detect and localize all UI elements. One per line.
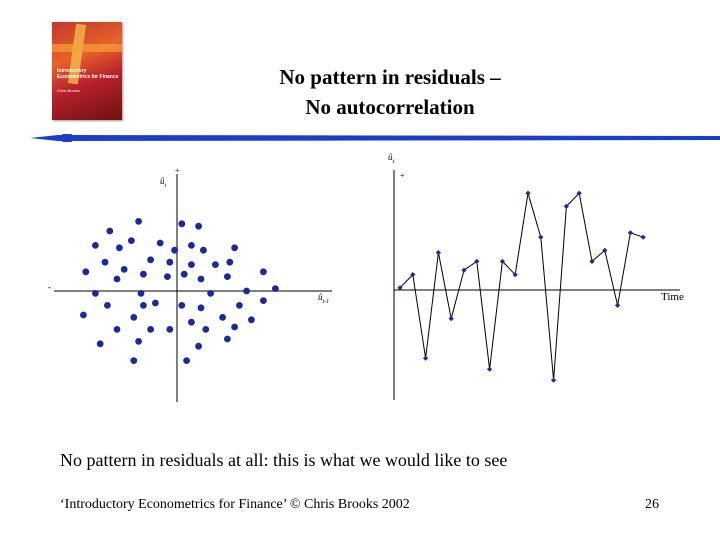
scatter-point — [116, 244, 123, 252]
scatter-point — [224, 273, 231, 280]
scatter-point — [113, 275, 121, 283]
residual-point — [640, 234, 646, 240]
residual-point — [435, 250, 441, 256]
residual-point — [602, 247, 608, 253]
scatter-point — [195, 342, 203, 350]
slide-footer: ‘Introductory Econometrics for Finance’ … — [60, 497, 410, 512]
scatter-point — [178, 302, 186, 309]
line-y-label: ût — [388, 152, 395, 165]
residual-point — [487, 366, 493, 372]
scatter-point — [200, 246, 207, 254]
divider-bar — [30, 135, 720, 141]
scatter-plot: + - ût ût-1 — [48, 166, 332, 402]
scatter-point — [92, 290, 99, 297]
scatter-point — [135, 338, 142, 345]
scatter-point — [164, 273, 171, 280]
residual-time-plot: ût + Time — [388, 152, 684, 400]
slide-title-line1: No pattern in residuals – — [279, 65, 501, 89]
scatter-point — [226, 258, 234, 266]
slide-title-line2: No autocorrelation — [305, 95, 475, 119]
scatter-point — [260, 297, 267, 304]
scatter-point — [82, 268, 90, 276]
book-cover-title: Introductory Econometrics for Finance — [57, 68, 119, 80]
scatter-points — [80, 218, 279, 364]
residual-point — [615, 302, 621, 308]
scatter-point — [96, 340, 104, 348]
book-cover-glow-band — [52, 44, 122, 52]
scatter-point — [195, 222, 203, 230]
scatter-point — [183, 357, 191, 364]
scatter-x-label: ût-1 — [318, 292, 329, 305]
scatter-x-minus: - — [48, 282, 51, 292]
scatter-point — [248, 316, 255, 324]
scatter-point — [197, 275, 205, 283]
scatter-point — [166, 258, 174, 266]
scatter-point — [130, 357, 138, 364]
residual-point — [576, 190, 582, 196]
residual-point — [538, 234, 544, 240]
scatter-y-plus: + — [175, 166, 180, 175]
scatter-point — [178, 220, 186, 228]
slide-caption: No pattern in residuals at all: this is … — [60, 450, 508, 470]
scatter-point — [120, 266, 128, 273]
slide-title: No pattern in residuals – No autocorrela… — [200, 62, 580, 122]
scatter-point — [171, 246, 179, 254]
residual-point — [448, 316, 454, 322]
scatter-point — [188, 261, 195, 268]
line-x-label: Time — [661, 291, 684, 303]
scatter-point — [106, 227, 114, 235]
scatter-point — [140, 270, 147, 278]
residual-point — [525, 190, 531, 196]
scatter-point — [243, 287, 251, 295]
scatter-point — [128, 237, 135, 244]
scatter-point — [147, 326, 154, 333]
residual-series-line — [399, 192, 644, 381]
scatter-point — [260, 268, 267, 276]
residual-point — [461, 267, 467, 273]
scatter-y-label: ût — [160, 176, 167, 189]
residual-point — [551, 377, 557, 383]
scatter-point — [140, 302, 147, 309]
divider-bullet — [61, 134, 73, 142]
scatter-point — [104, 302, 111, 309]
scatter-point — [272, 285, 279, 292]
scatter-point — [202, 326, 210, 333]
scatter-point — [188, 318, 195, 326]
scatter-point — [130, 314, 138, 321]
scatter-point — [135, 218, 142, 225]
scatter-point — [188, 242, 195, 249]
scatter-point — [113, 326, 121, 333]
scatter-point — [212, 261, 219, 268]
book-cover-image: Introductory Econometrics for Finance Ch… — [52, 22, 122, 120]
residual-point — [397, 285, 403, 291]
scatter-point — [101, 258, 109, 266]
title-divider — [30, 134, 720, 142]
scatter-point — [231, 244, 239, 252]
residual-point — [627, 230, 633, 236]
scatter-point — [152, 299, 159, 307]
page-number: 26 — [645, 497, 659, 512]
scatter-point — [207, 290, 215, 297]
book-cover-author: Chris Brooks — [57, 88, 80, 93]
scatter-point — [156, 239, 164, 247]
scatter-point — [137, 290, 145, 297]
scatter-point — [197, 304, 205, 312]
scatter-point — [236, 302, 243, 309]
scatter-point — [166, 326, 174, 333]
line-y-plus: + — [400, 171, 405, 180]
scatter-point — [180, 270, 188, 278]
scatter-point — [224, 335, 231, 343]
scatter-point — [147, 256, 154, 264]
scatter-point — [92, 242, 99, 249]
scatter-point — [80, 311, 87, 319]
scatter-point — [231, 323, 239, 331]
scatter-point — [219, 314, 227, 321]
residual-point — [423, 355, 429, 361]
